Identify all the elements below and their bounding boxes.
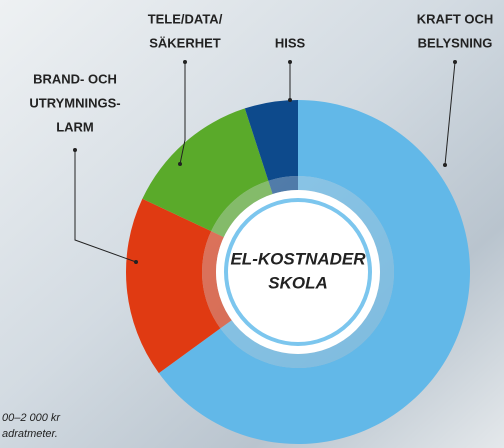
- leader-line: [74, 150, 137, 263]
- annotation: 00–2 000 kr: [2, 412, 61, 424]
- donut-slice: [158, 100, 471, 444]
- slice-label: TELE/DATA/: [148, 11, 223, 26]
- leader-line: [179, 62, 186, 165]
- slice-label: SÄKERHET: [149, 35, 221, 50]
- slice-label: HISS: [275, 35, 306, 50]
- inner-ring-slice: [211, 180, 273, 238]
- leader-line: [444, 61, 456, 166]
- leader-dot: [288, 98, 292, 102]
- center-title: SKOLA: [268, 273, 328, 292]
- leader-dot: [178, 162, 182, 166]
- inner-ring-slice: [268, 176, 298, 195]
- slice-label: KRAFT OCH: [417, 11, 494, 26]
- leader-dot: [288, 60, 292, 64]
- annotation: adratmeter.: [2, 428, 58, 440]
- leader-dot: [453, 60, 457, 64]
- donut-slice: [244, 100, 298, 181]
- donut-slice: [142, 108, 269, 232]
- slice-label: LARM: [56, 119, 94, 134]
- slice-label: BELYSNING: [418, 35, 493, 50]
- leader-dot: [73, 148, 77, 152]
- slice-label: BRAND- OCH: [33, 71, 117, 86]
- inner-ring-slice: [202, 231, 232, 329]
- center-circle: [224, 198, 372, 346]
- leader-dot: [134, 260, 138, 264]
- leader-dot: [443, 163, 447, 167]
- donut-slice: [126, 198, 221, 374]
- slice-label: UTRYMNINGS-: [29, 95, 120, 110]
- center-title: EL-KOSTNADER: [230, 249, 366, 268]
- leader-dot: [183, 60, 187, 64]
